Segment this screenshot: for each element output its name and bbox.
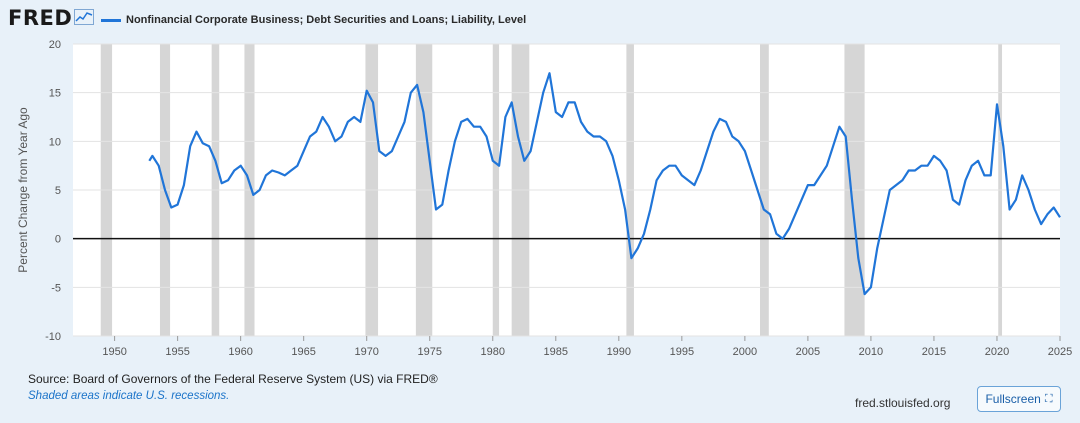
gridlines	[73, 43, 1060, 337]
y-tick-label: 0	[55, 234, 61, 246]
x-tick-labels: 1950 1955 1960 1965 1970 1975 1980 1985 1990 1995…	[102, 336, 1072, 358]
site-link[interactable]: fred.stlouisfed.org	[855, 396, 951, 410]
x-tick-label: 1975	[417, 346, 441, 358]
x-tick-label: 2000	[733, 346, 757, 358]
y-axis-label: Percent Change from Year Ago	[16, 107, 30, 273]
x-tick-label: 1995	[670, 346, 694, 358]
legend-swatch	[101, 18, 121, 22]
y-tick-labels: -10 -5 0 5 10 15 20	[45, 39, 61, 343]
x-tick-label: 1985	[544, 346, 568, 358]
expand-icon: ⛶	[1044, 392, 1053, 405]
y-tick-label: 20	[49, 39, 61, 51]
x-tick-label: 1965	[291, 346, 315, 358]
recession-note: Shaded areas indicate U.S. recessions.	[28, 390, 230, 402]
chart-line-icon	[74, 9, 94, 25]
x-tick-label: 1950	[102, 346, 126, 358]
y-tick-label: -10	[45, 331, 61, 343]
y-tick-label: -5	[51, 282, 61, 294]
x-tick-label: 1955	[165, 346, 189, 358]
legend-label: Nonfinancial Corporate Business; Debt Se…	[126, 14, 527, 26]
x-tick-label: 2025	[1048, 346, 1072, 358]
x-tick-label: 2005	[796, 346, 820, 358]
x-tick-label: 1980	[481, 346, 505, 358]
x-tick-label: 1990	[607, 346, 631, 358]
x-tick-label: 1970	[354, 346, 378, 358]
series-line[interactable]	[148, 72, 1061, 296]
y-tick-label: 10	[49, 136, 61, 148]
x-tick-label: 1960	[228, 346, 252, 358]
x-tick-label: 2010	[859, 346, 883, 358]
legend[interactable]: Nonfinancial Corporate Business; Debt Se…	[101, 14, 526, 26]
x-tick-label: 2020	[985, 346, 1009, 358]
y-tick-label: 15	[49, 88, 61, 100]
fullscreen-button[interactable]: Fullscreen ⛶	[977, 386, 1061, 412]
fullscreen-label: Fullscreen	[985, 392, 1041, 406]
x-tick-label: 2015	[922, 346, 946, 358]
source-note: Source: Board of Governors of the Federa…	[28, 372, 438, 386]
y-tick-label: 5	[55, 185, 61, 197]
fred-logo[interactable]: FRED	[8, 6, 73, 30]
